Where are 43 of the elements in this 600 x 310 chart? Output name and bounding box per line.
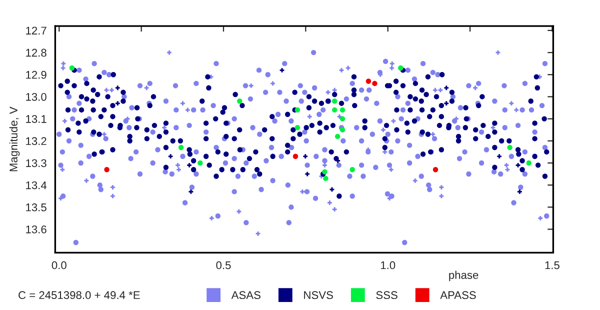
point [294,125,300,130]
point [340,107,346,113]
point [323,176,328,182]
y-tick-label: 12.8 [26,48,46,57]
point [104,167,110,172]
point [350,167,355,172]
x-tick-label: 0.0 [52,261,66,270]
point [69,65,75,71]
x-tick-label: 1.0 [380,261,396,270]
point [292,154,298,159]
point [178,144,184,150]
point [507,144,512,150]
point [526,160,532,166]
point [294,107,300,113]
point [372,80,378,86]
y-tick-label: 12.7 [26,26,46,34]
text: C = 2451398.0 + 49.4 *E [18,291,140,300]
x-tick-label: 0.5 [216,261,231,270]
point [237,98,242,104]
y-tick-label: 13.4 [26,181,47,190]
y-tick-label: 13.3 [26,159,46,168]
legend-label: ASAS [231,291,260,300]
y-axis-title: Magnitude, V [9,106,20,172]
point [332,98,338,104]
point [340,116,346,122]
x-axis-title: phase [449,270,478,282]
y-tick-label: 12.9 [26,70,46,79]
y-tick-label: 13.2 [26,137,46,146]
point [398,65,404,71]
y-tick-label: 13.1 [26,115,46,123]
point [198,160,203,166]
y-tick-label: 13.5 [26,203,46,212]
x-tick-label: 1.5 [545,261,560,270]
point [432,167,438,172]
legend-label: APASS [440,291,476,300]
point [332,107,338,113]
y-tick-label: 13.0 [26,92,46,101]
point [366,78,372,84]
legend-label: SSS [376,291,398,300]
y-tick-label: 13.6 [26,226,46,234]
legend-label: NSVS [304,291,333,300]
point [322,169,328,174]
point [334,134,340,140]
